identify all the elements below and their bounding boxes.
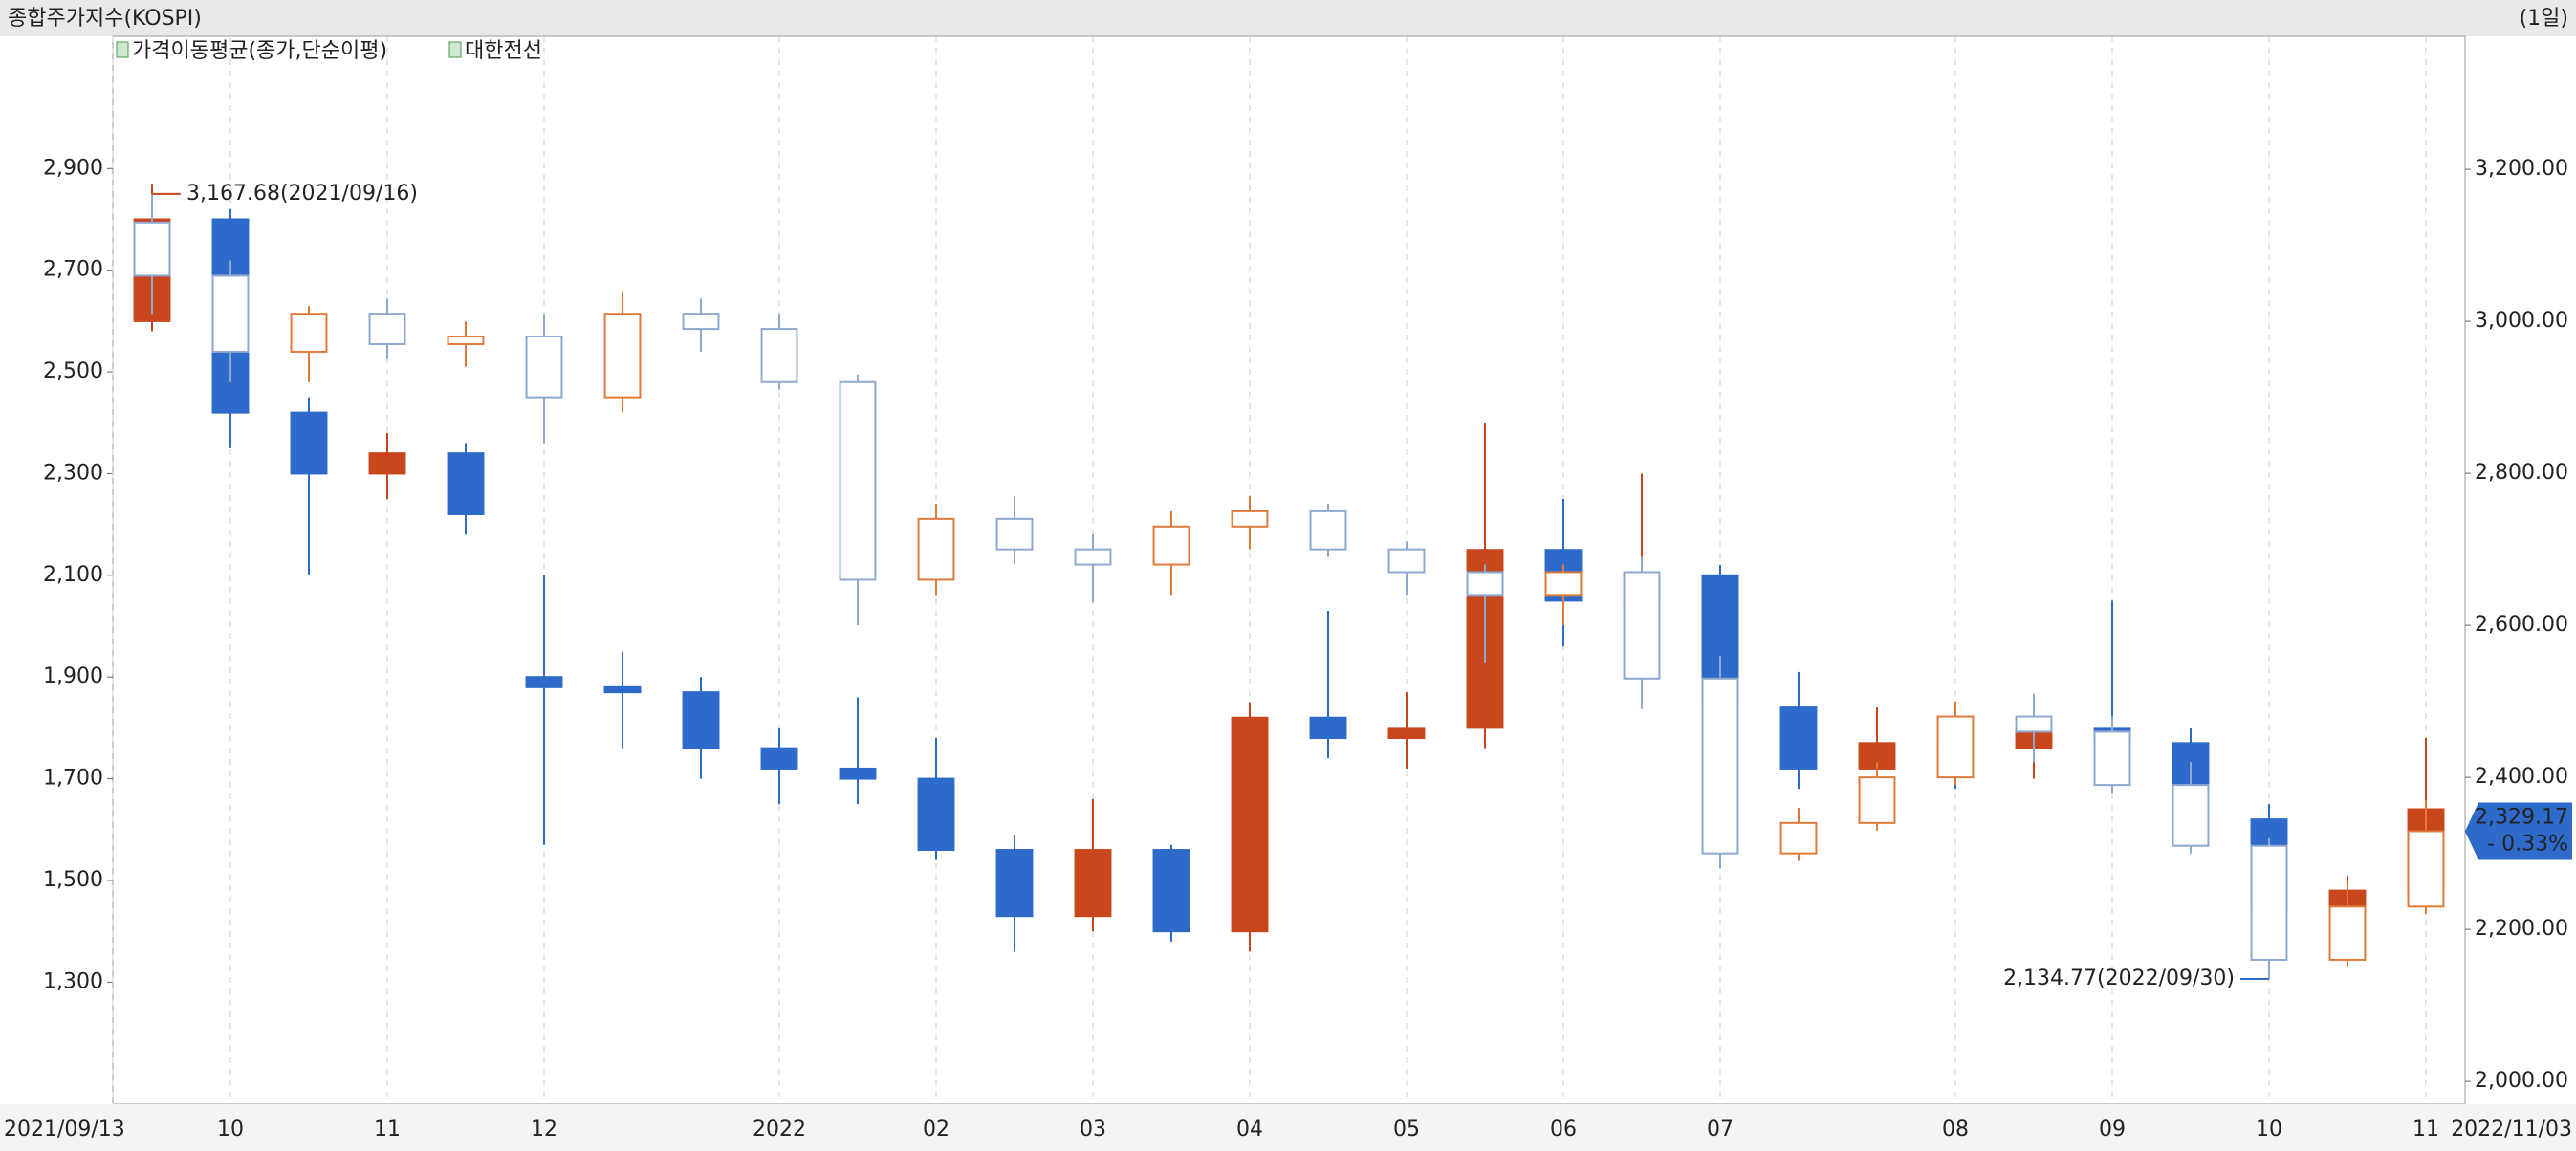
legend-icon	[448, 41, 462, 58]
x-tick-label: 04	[1236, 1118, 1263, 1141]
candle-body	[1152, 525, 1190, 566]
y-tick-label: 1,300	[43, 969, 103, 993]
candle-body	[917, 517, 955, 581]
x-tick-label: 07	[1707, 1118, 1734, 1141]
y-tick-label: 1,700	[43, 767, 103, 791]
candle-body	[682, 691, 720, 749]
annotation: 3,167.68(2021/09/16)	[186, 182, 418, 206]
candle-body	[1936, 715, 1975, 779]
title-bar	[0, 0, 2576, 36]
x-tick-label: 11	[2412, 1118, 2439, 1141]
candle-body	[682, 313, 720, 331]
x-tick-label: 09	[2099, 1118, 2126, 1141]
x-tick-label: 11	[374, 1118, 401, 1141]
y-tick-label: 2,700	[43, 258, 103, 282]
annotation: 2,134.77(2022/09/30)	[2003, 966, 2235, 990]
candle-body	[2407, 830, 2445, 908]
candle-body	[525, 676, 563, 688]
candle-body	[2093, 730, 2131, 787]
candle-body	[290, 411, 328, 475]
legend-indicator: 가격이동평균(종가,단순이평)	[132, 39, 387, 63]
y-tick-label: 2,500	[43, 359, 103, 383]
candle-body	[1387, 548, 1426, 574]
y2-tick-label: 3,200.00	[2475, 157, 2568, 181]
y-tick-label: 1,900	[43, 664, 103, 688]
candle-body	[368, 313, 406, 345]
candle-body	[211, 274, 250, 353]
x-tick-label: 10	[217, 1118, 244, 1141]
x-tick-label: 02	[923, 1118, 950, 1141]
candle-body	[1309, 510, 1347, 551]
candle-body	[995, 517, 1034, 551]
candle-body	[1074, 849, 1112, 918]
x-tick-label: 2021/09/13	[4, 1118, 125, 1141]
y2-tick-label: 2,800.00	[2475, 461, 2568, 485]
x-tick-label: 05	[1393, 1118, 1420, 1141]
candle-body	[995, 849, 1034, 918]
candle-body	[368, 452, 406, 475]
candle-body	[1466, 571, 1504, 597]
candle-body	[1387, 727, 1426, 740]
candle-body	[839, 380, 877, 581]
last-change: - 0.33%	[2487, 832, 2568, 856]
candle-body	[2328, 905, 2367, 961]
x-end-label: 2022/11/03	[2451, 1118, 2572, 1141]
x-tick-label: 03	[1080, 1118, 1106, 1141]
candle-body	[2015, 715, 2053, 733]
candle-body	[1309, 716, 1347, 740]
candle-body	[290, 313, 328, 353]
x-tick-label: 06	[1550, 1118, 1577, 1141]
legend-icon	[116, 41, 129, 58]
candle-body	[133, 221, 171, 277]
candle-body	[1779, 821, 1818, 855]
candle-body	[839, 767, 877, 780]
candle-body	[1701, 677, 1739, 855]
candle-body	[2250, 844, 2288, 961]
x-tick-label: 2022	[753, 1118, 806, 1141]
y2-tick-label: 2,400.00	[2475, 765, 2568, 789]
y-tick-label: 2,900	[43, 156, 103, 180]
candle-body	[447, 452, 485, 515]
y2-tick-label: 2,200.00	[2475, 917, 2568, 941]
last-price: 2,329.17	[2475, 805, 2568, 829]
x-axis-band	[0, 1104, 2576, 1151]
y-tick-label: 2,300	[43, 461, 103, 485]
period-label: (1일)	[2520, 7, 2568, 31]
x-tick-label: 12	[531, 1118, 557, 1141]
candle-body	[1544, 571, 1583, 597]
candle-body	[917, 777, 955, 852]
candle-body	[1231, 716, 1269, 933]
candle-body	[447, 336, 485, 345]
y2-tick-label: 2,600.00	[2475, 613, 2568, 637]
candle-body	[1858, 776, 1896, 824]
candle-body	[1779, 706, 1818, 770]
candle-body	[1152, 849, 1190, 933]
y-tick-label: 2,100	[43, 563, 103, 587]
legend-series: 대한전선	[465, 39, 542, 63]
candle-body	[525, 336, 563, 399]
x-tick-label: 08	[1942, 1118, 1969, 1141]
candle-body	[1231, 510, 1269, 528]
last-price-tag	[2465, 802, 2572, 860]
candle-body	[1074, 548, 1112, 566]
candle-body	[2172, 784, 2210, 847]
candle-body	[760, 747, 798, 770]
x-tick-label: 10	[2256, 1118, 2282, 1141]
candle-body	[603, 313, 642, 399]
y2-tick-label: 3,000.00	[2475, 309, 2568, 333]
chart-title: 종합주가지수(KOSPI)	[8, 7, 202, 31]
y2-tick-label: 2,000.00	[2475, 1069, 2568, 1093]
candle-body	[760, 328, 798, 383]
candle-body	[603, 685, 642, 694]
candle-body	[1623, 571, 1661, 680]
y-tick-label: 1,500	[43, 868, 103, 892]
